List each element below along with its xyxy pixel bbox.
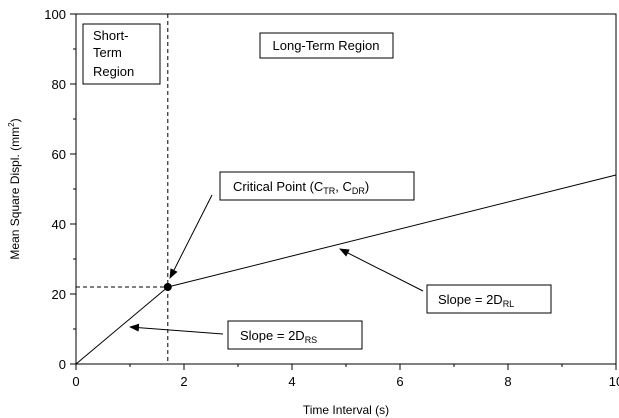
long-term-label: Long-Term Region (273, 38, 380, 53)
x-tick-label: 0 (72, 374, 79, 389)
slope-rs-box (227, 320, 363, 350)
y-tick-label: 0 (59, 357, 66, 372)
critical-point-box (219, 171, 415, 201)
y-axis-label-sup: 2 (7, 122, 16, 127)
series-line-2 (167, 174, 617, 288)
y-axis-label-close: ) (8, 118, 22, 122)
slope-rl-arrow (339, 248, 424, 292)
x-tick-label: 8 (504, 374, 511, 389)
y-tick-label: 20 (52, 287, 66, 302)
y-tick-label: 100 (44, 7, 66, 22)
slope-rl-box (426, 284, 552, 314)
x-tick-label: 2 (180, 374, 187, 389)
short-term-label-line2: Term (93, 45, 122, 60)
series-group (75, 174, 617, 365)
y-axis-label-main: Mean Square Displ. (mm (8, 127, 22, 260)
critical-point-arrow (169, 194, 213, 279)
short-term-label-line1: Short- (93, 28, 128, 43)
x-axis-label: Time Interval (s) (303, 403, 389, 417)
slope-rs-label: Slope = 2DRS (240, 328, 317, 345)
y-tick-label: 80 (52, 77, 66, 92)
series-line-1 (75, 286, 169, 365)
y-tick-label: 40 (52, 217, 66, 232)
short-term-region-box (82, 23, 161, 85)
y-tick-label: 60 (52, 147, 66, 162)
x-tick-label: 6 (396, 374, 403, 389)
critical-point-label: Critical Point (CTR, CDR) (233, 179, 369, 196)
x-axis-ticks: 0 2 4 6 8 10 (72, 364, 619, 389)
x-tick-label: 10 (609, 374, 619, 389)
slope-rs-arrow (129, 323, 224, 335)
x-tick-label: 4 (288, 374, 295, 389)
y-axis-ticks: 0 20 40 60 80 100 (44, 7, 76, 372)
short-term-label-line3: Region (93, 64, 134, 79)
critical-point-marker (163, 283, 172, 291)
y-axis-label: Mean Square Displ. (mm2) (7, 118, 22, 259)
long-term-region-box (259, 32, 394, 59)
slope-rl-label: Slope = 2DRL (438, 292, 514, 309)
